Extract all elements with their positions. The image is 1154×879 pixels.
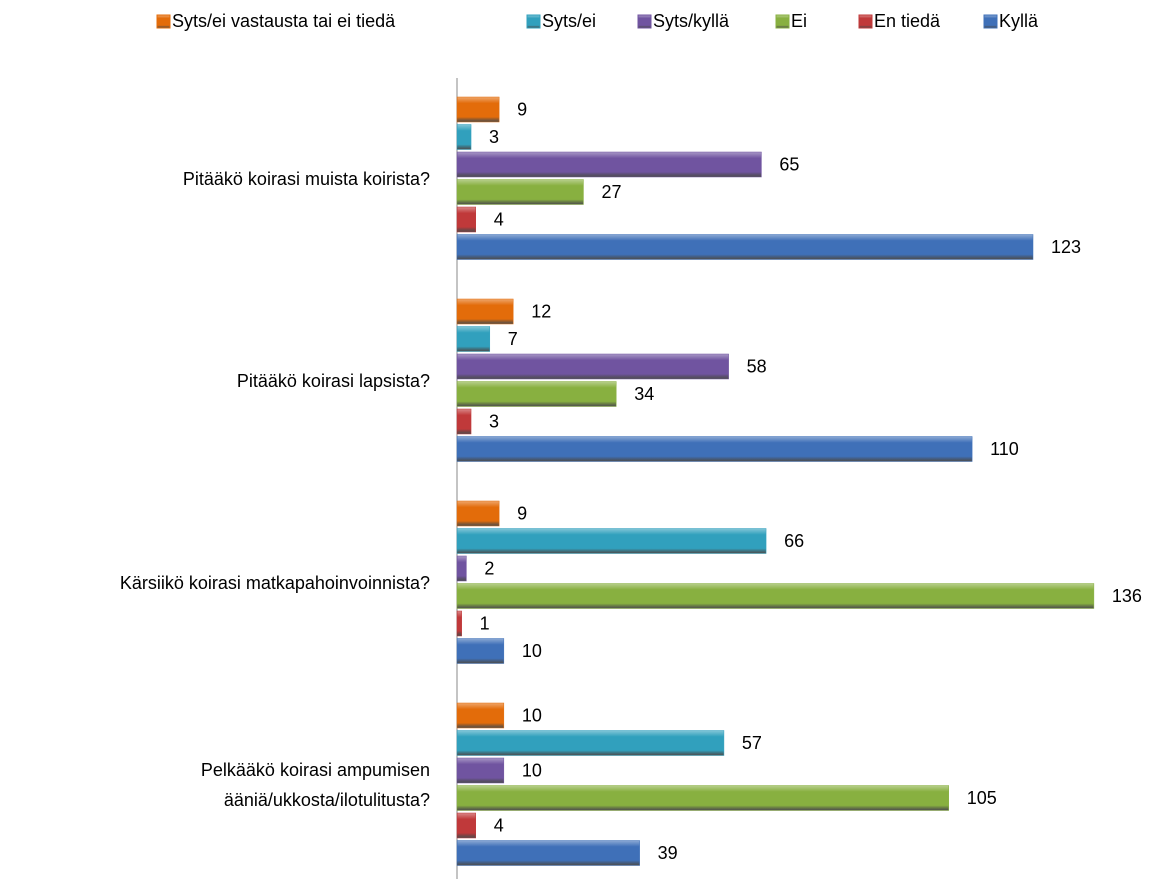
bar [456, 326, 491, 352]
data-label: 9 [517, 503, 527, 523]
bar [456, 179, 584, 205]
data-label: 7 [508, 329, 518, 349]
legend-label: Syts/kyllä [653, 11, 730, 31]
data-label: 39 [658, 843, 678, 863]
bar [456, 381, 617, 407]
legend-label: En tiedä [874, 11, 941, 31]
bar [456, 812, 476, 839]
data-label: 12 [531, 301, 551, 321]
bar [456, 555, 467, 582]
bar [456, 785, 949, 811]
data-label: 3 [489, 411, 499, 431]
bar [456, 234, 1034, 260]
bar [456, 298, 514, 325]
data-label: 10 [522, 705, 542, 725]
data-label: 66 [784, 531, 804, 551]
bar [456, 124, 472, 150]
data-label: 105 [967, 788, 997, 808]
data-label: 10 [522, 760, 542, 780]
category-label: Kärsiikö koirasi matkapahoinvoinnista? [120, 573, 430, 593]
data-label: 57 [742, 733, 762, 753]
legend-label: Ei [791, 11, 807, 31]
data-label: 123 [1051, 237, 1081, 257]
data-label: 65 [779, 154, 799, 174]
bar [456, 500, 500, 527]
legend-swatch [983, 14, 998, 29]
category-label: Pitääkö koirasi lapsista? [237, 371, 430, 391]
bar [456, 96, 500, 123]
bar [456, 702, 505, 729]
data-label: 136 [1112, 586, 1142, 606]
legend-swatch [526, 14, 541, 29]
data-label: 4 [494, 815, 504, 835]
data-label: 110 [990, 439, 1019, 459]
bar [456, 151, 762, 178]
category-label: Pelkääkö koirasi ampumisen ääniä/ukkosta/… [201, 760, 430, 810]
bar [456, 206, 476, 233]
bar [456, 583, 1095, 609]
legend-swatch [637, 14, 652, 29]
bar [456, 436, 973, 462]
legend-swatch [156, 14, 171, 29]
bar [456, 730, 725, 756]
legend-swatch [858, 14, 873, 29]
bar [456, 610, 462, 637]
data-label: 9 [517, 99, 527, 119]
data-label: 34 [634, 384, 654, 404]
bar [456, 528, 767, 554]
bar [456, 638, 505, 664]
data-label: 2 [484, 558, 494, 578]
bar [456, 840, 640, 866]
legend-swatch [775, 14, 790, 29]
data-label: 1 [480, 613, 490, 633]
data-label: 4 [494, 209, 504, 229]
category-label: Pitääkö koirasi muista koirista? [183, 169, 430, 189]
data-label: 27 [601, 182, 621, 202]
legend-label: Syts/ei vastausta tai ei tiedä [172, 11, 396, 31]
data-label: 3 [489, 127, 499, 147]
bar [456, 353, 729, 380]
bar [456, 757, 505, 784]
bar [456, 408, 472, 435]
legend-label: Kyllä [999, 11, 1039, 31]
legend-label: Syts/ei [542, 11, 596, 31]
data-label: 58 [747, 356, 767, 376]
data-label: 10 [522, 641, 542, 661]
